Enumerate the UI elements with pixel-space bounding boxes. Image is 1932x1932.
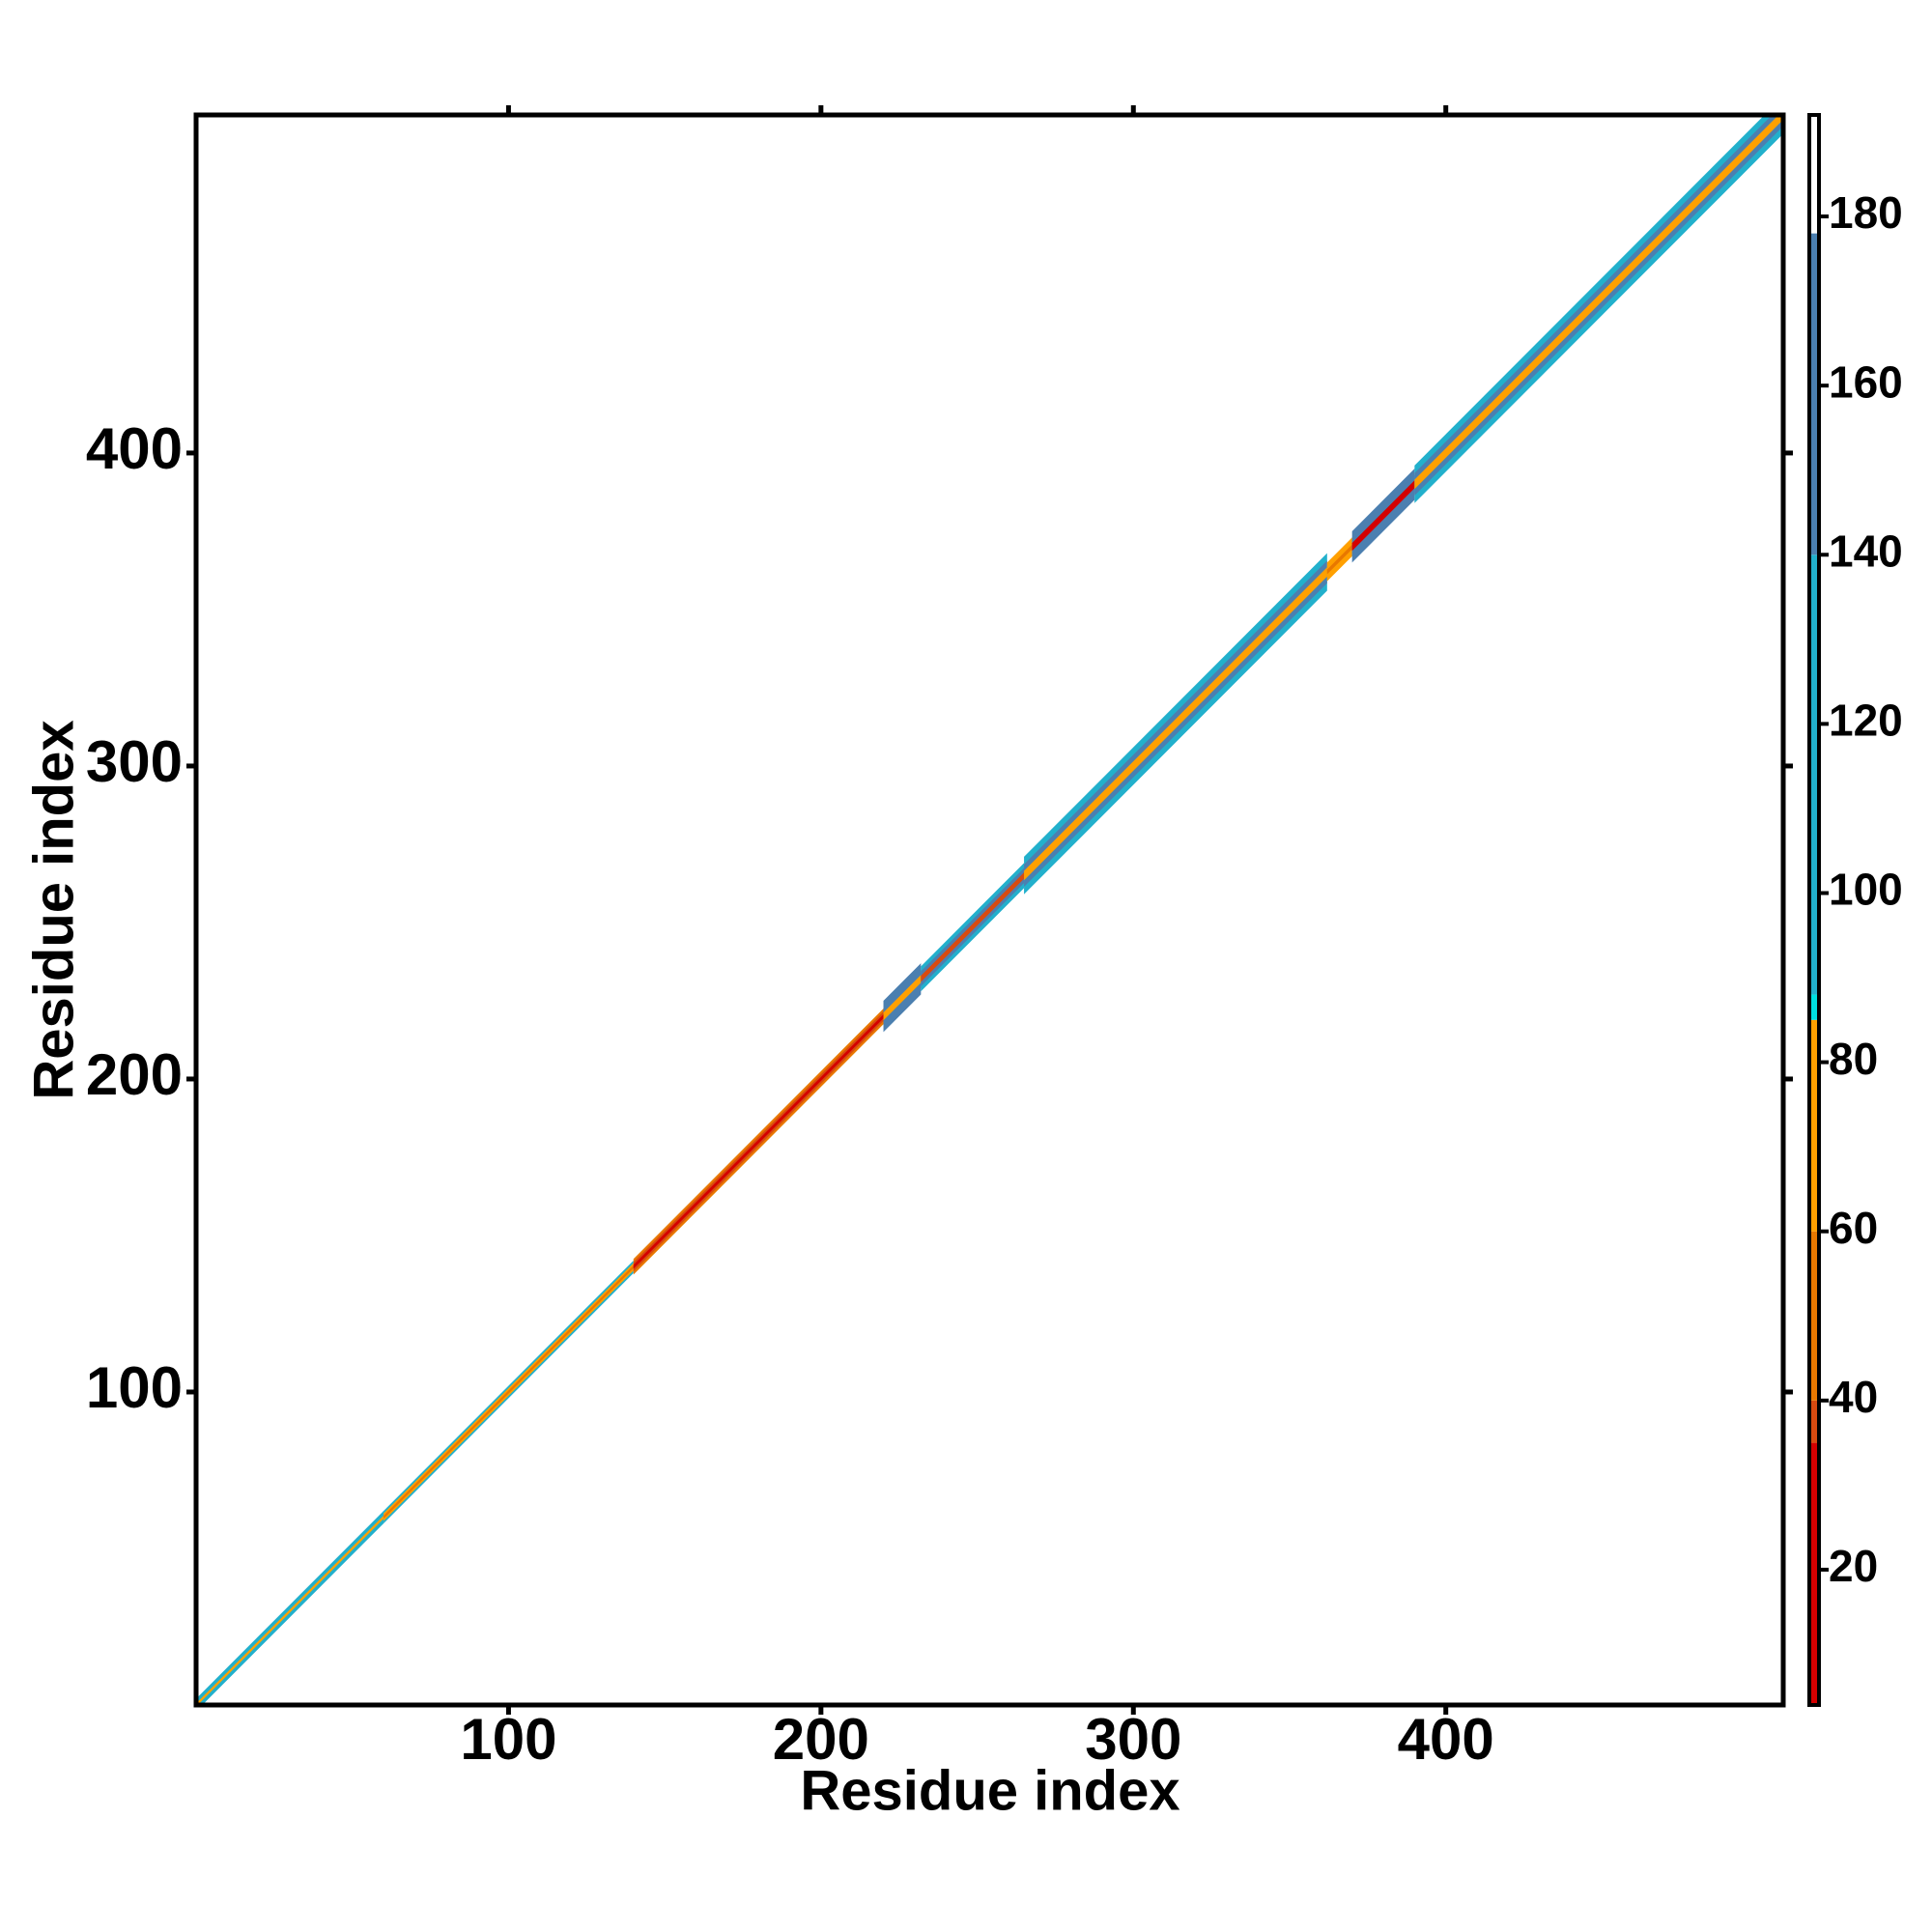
x-tick-label: 400 [1398, 1707, 1494, 1772]
y-axis-label: Residue index [22, 720, 85, 1099]
colorbar-tick-label: 80 [1829, 1034, 1878, 1084]
band-core [1024, 567, 1327, 881]
colorbar-tick-label: 160 [1829, 356, 1903, 407]
band-core [633, 1014, 884, 1269]
plot-frame [193, 112, 1786, 1708]
colorbar-bin [1809, 115, 1819, 234]
y-tick-label: 400 [86, 416, 183, 481]
band-core [1351, 480, 1415, 552]
colorbar-bin [1809, 994, 1819, 1020]
x-tick-label: 100 [460, 1707, 556, 1772]
y-tick-label: 100 [86, 1355, 183, 1420]
colorbar-bin [1809, 1442, 1819, 1705]
x-tick-label: 200 [773, 1707, 869, 1772]
y-tick-label: 300 [86, 729, 183, 794]
colorbar-bin [1809, 1400, 1819, 1443]
colorbar-tick-label: 20 [1829, 1541, 1878, 1591]
colorbar-bin [1809, 554, 1819, 995]
colorbar-tick-label: 40 [1829, 1372, 1878, 1422]
colorbar-bin [1809, 1231, 1819, 1401]
colorbar-bin [1809, 233, 1819, 555]
colorbar-tick-label: 120 [1829, 696, 1903, 746]
colorbar-frame [1807, 113, 1821, 1707]
colorbar-bin [1809, 1019, 1819, 1232]
x-axis-label: Residue index [800, 1759, 1179, 1822]
band-core [384, 1264, 634, 1520]
colorbar-tick-label: 180 [1829, 187, 1903, 238]
colorbar-tick-label: 60 [1829, 1203, 1878, 1253]
band-core [1326, 544, 1352, 575]
band-core [196, 1515, 384, 1705]
heatmap [196, 115, 1783, 1705]
x-tick-label: 300 [1085, 1707, 1181, 1772]
colorbar-tick-label: 100 [1829, 865, 1903, 915]
band-core [883, 975, 922, 1021]
colorbar-tick-label: 140 [1829, 526, 1903, 576]
band-core [1414, 115, 1783, 490]
band-core [921, 872, 1025, 982]
y-tick-label: 200 [86, 1042, 183, 1107]
